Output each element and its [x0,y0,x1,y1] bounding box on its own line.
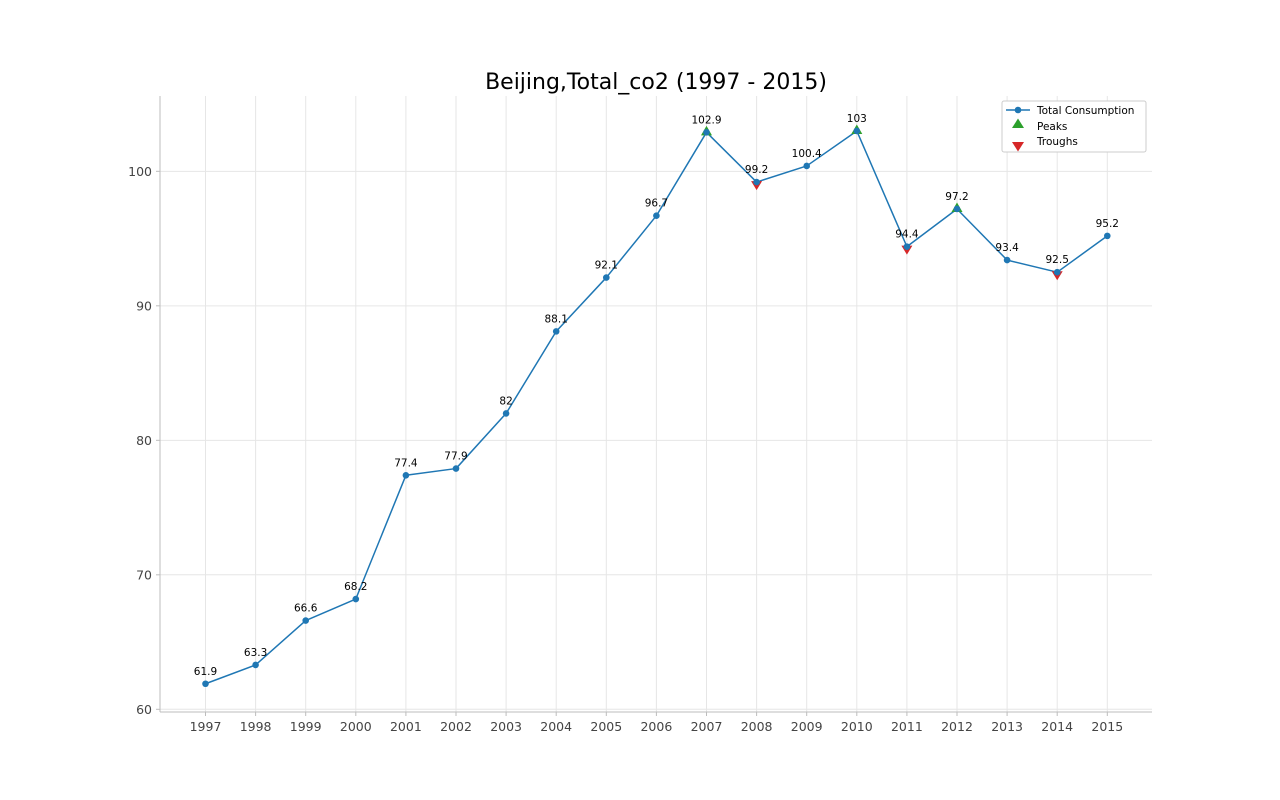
x-tick-label: 2013 [991,719,1023,734]
x-tick-label: 2011 [891,719,923,734]
x-tick-label: 2001 [390,719,422,734]
data-label: 77.4 [394,457,418,469]
data-label: 61.9 [194,666,217,678]
x-tick-label: 2009 [791,719,823,734]
data-point [1003,256,1011,264]
data-point [853,127,861,135]
legend-label-troughs: Troughs [1036,136,1078,148]
x-tick-label: 2003 [490,719,522,734]
x-tick-label: 1999 [290,719,322,734]
legend-circle-swatch [1014,106,1022,114]
data-point [753,178,760,186]
tick-layer: 1997 1998 1999 2000 2001 2002 2003 2004 2005 2006… [128,164,1123,734]
data-point [202,680,209,688]
data-point [703,129,710,136]
y-tick-label: 100 [128,164,152,179]
data-label: 92.1 [595,260,618,272]
x-tick-label: 2012 [941,719,973,734]
marker-layer [202,124,1111,688]
data-label: 82 [499,395,512,407]
data-point [1053,268,1061,276]
y-tick-label: 90 [136,298,152,313]
data-label: 93.4 [995,242,1019,254]
x-tick-label: 2010 [841,719,873,734]
x-tick-label: 2008 [741,719,773,734]
data-label: 94.4 [895,229,919,241]
data-point [903,243,911,250]
x-tick-label: 1998 [240,719,272,734]
data-point [1104,232,1111,240]
legend-label-total: Total Consumption [1036,105,1134,117]
x-tick-label: 2015 [1091,719,1123,734]
x-tick-label: 2002 [440,719,472,734]
x-tick-label: 2000 [340,719,372,734]
data-point [402,471,410,479]
x-tick-label: 2004 [540,719,572,734]
legend-triangle-down-swatch [1012,142,1024,152]
data-label-layer: 61.9 63.3 66.6 68.2 77.4 77.9 82 88.1 92.1 96.7 10… [194,113,1119,678]
data-label: 100.4 [792,148,822,160]
data-label: 92.5 [1046,254,1069,266]
legend-triangle-up-swatch [1012,118,1024,128]
x-tick-label: 2006 [640,719,672,734]
data-label: 66.6 [294,603,318,615]
x-tick-label: 2014 [1041,719,1073,734]
legend: Total Consumption Peaks Troughs [1001,100,1147,153]
legend-label-peaks: Peaks [1037,121,1067,133]
data-point [953,205,961,213]
y-tick-label: 60 [136,702,152,717]
data-label: 99.2 [745,164,768,176]
data-label: 88.1 [545,313,568,325]
data-label: 103 [847,113,867,125]
y-tick-label: 80 [136,433,152,448]
data-label: 95.2 [1096,218,1119,230]
data-point [603,274,610,281]
grid-layer [160,96,1152,712]
data-point [502,410,510,417]
data-point [302,617,310,624]
data-point [452,465,460,472]
data-point [653,212,660,220]
data-label: 96.7 [645,198,668,210]
data-point [352,595,360,603]
data-label: 68.2 [344,581,367,593]
data-point [552,328,560,335]
data-label: 102.9 [691,114,721,126]
chart-title: Beijing,Total_co2 (1997 - 2015) [485,70,827,95]
data-point [803,162,810,170]
x-tick-label: 1997 [190,719,222,734]
data-label: 77.9 [444,451,467,463]
data-point [252,661,259,669]
legend-frame [1001,100,1147,153]
data-label: 97.2 [945,191,968,203]
data-label: 63.3 [244,647,267,659]
y-tick-label: 70 [136,567,152,582]
x-tick-label: 2007 [691,719,723,734]
x-tick-label: 2005 [590,719,622,734]
